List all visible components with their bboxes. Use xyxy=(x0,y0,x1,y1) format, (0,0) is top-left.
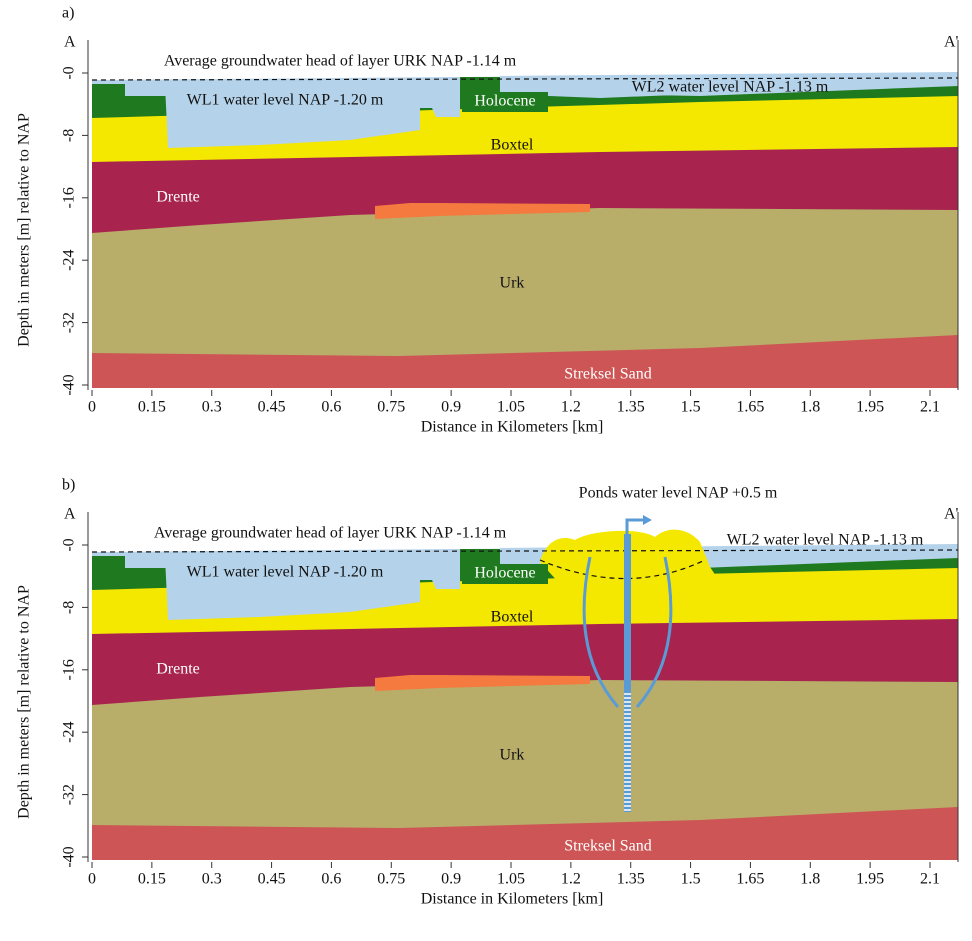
x-tick-label: 1.95 xyxy=(856,871,884,888)
y-tick-label: -8 xyxy=(61,129,78,142)
section-end: A' xyxy=(944,506,959,523)
head-label: Average groundwater head of layer URK NA… xyxy=(154,525,507,542)
layer-label: Holocene xyxy=(474,565,535,582)
y-tick-label: -24 xyxy=(61,250,78,271)
x-tick-label: 1.5 xyxy=(681,871,701,888)
y-tick-label: -16 xyxy=(61,187,78,208)
outflow-arrowhead xyxy=(643,515,652,525)
x-tick-label: 1.05 xyxy=(497,399,525,416)
section-end: A xyxy=(64,506,76,523)
x-tick-label: 1.2 xyxy=(561,399,581,416)
x-tick-label: 2.1 xyxy=(920,871,940,888)
urk-layer xyxy=(92,208,958,388)
x-tick-label: 0.3 xyxy=(202,871,222,888)
urk-layer xyxy=(92,680,958,860)
holocene-box xyxy=(462,564,548,584)
x-tick-label: 0.15 xyxy=(138,399,166,416)
x-tick-label: 2.1 xyxy=(920,399,940,416)
x-tick-label: 1.65 xyxy=(736,399,764,416)
flow-arrow xyxy=(582,556,620,708)
y-tick-label: -32 xyxy=(61,312,78,333)
layer-label: Urk xyxy=(500,747,525,764)
layer-label: Urk xyxy=(500,275,525,292)
drawdown-curve xyxy=(539,559,706,580)
x-tick-label: 1.2 xyxy=(561,871,581,888)
layer-label: Drente xyxy=(156,661,200,678)
x-tick-label: 1.65 xyxy=(736,871,764,888)
wl1-pond xyxy=(165,85,460,148)
holocene-box xyxy=(462,92,548,112)
layer-label: Drente xyxy=(156,189,200,206)
x-tick-label: 0.6 xyxy=(321,871,341,888)
layer-label: Holocene xyxy=(474,93,535,110)
x-tick-label: 0.3 xyxy=(202,399,222,416)
streksel-layer xyxy=(92,335,958,388)
y-axis-title: Depth in meters [m] relative to NAP xyxy=(16,585,33,819)
flow-arrow xyxy=(635,556,673,708)
well-pipe xyxy=(624,534,631,692)
x-tick-label: 0.45 xyxy=(258,399,286,416)
y-tick-label: -32 xyxy=(61,784,78,805)
y-tick-label: -8 xyxy=(61,601,78,614)
x-tick-label: 0.9 xyxy=(441,399,461,416)
layer-label: Streksel Sand xyxy=(564,366,652,383)
x-tick-label: 1.35 xyxy=(617,399,645,416)
panel: Ponds water level NAP +0.5 m b) A A' Average… xyxy=(16,477,959,908)
layer-label: Boxtel xyxy=(491,137,534,154)
y-tick-label: -40 xyxy=(61,846,78,867)
x-tick-label: 0.75 xyxy=(377,871,405,888)
ponds-label: Ponds water level NAP +0.5 m xyxy=(579,485,778,502)
streksel-layer xyxy=(92,807,958,860)
x-tick-label: 1.95 xyxy=(856,399,884,416)
panel: a) A A' Average groundwater head of layer U… xyxy=(16,5,959,436)
groundwater-head-line xyxy=(91,77,959,81)
x-tick-label: 0.45 xyxy=(258,871,286,888)
wl1-label: WL1 water level NAP -1.20 m xyxy=(187,564,384,581)
well-screen xyxy=(624,692,631,812)
x-tick-label: 1.05 xyxy=(497,871,525,888)
x-tick-label: 0 xyxy=(88,399,96,416)
wl1-label: WL1 water level NAP -1.20 m xyxy=(187,92,384,109)
x-tick-label: 1.8 xyxy=(800,871,820,888)
x-tick-label: 0.6 xyxy=(321,399,341,416)
y-axis-title: Depth in meters [m] relative to NAP xyxy=(16,113,33,347)
panel-label: b) xyxy=(62,477,75,494)
y-tick-label: -0 xyxy=(61,66,78,79)
y-tick-label: -16 xyxy=(61,659,78,680)
x-tick-label: 0.9 xyxy=(441,871,461,888)
x-tick-label: 1.35 xyxy=(617,871,645,888)
x-tick-label: 0.15 xyxy=(138,871,166,888)
x-axis-title: Distance in Kilometers [km] xyxy=(421,419,604,436)
layer-label: Streksel Sand xyxy=(564,838,652,855)
panel-label: a) xyxy=(62,5,74,22)
wl2-label: WL2 water level NAP -1.13 m xyxy=(727,532,924,549)
wl1-pond xyxy=(165,557,460,620)
layer-label: Boxtel xyxy=(491,609,534,626)
x-axis-title: Distance in Kilometers [km] xyxy=(421,891,604,908)
y-tick-label: -40 xyxy=(61,374,78,395)
x-tick-label: 0.75 xyxy=(377,399,405,416)
sand-lens xyxy=(375,675,590,691)
sand-lens xyxy=(375,203,590,219)
section-end: A' xyxy=(944,34,959,51)
y-tick-label: -0 xyxy=(61,538,78,551)
y-tick-label: -24 xyxy=(61,722,78,743)
x-tick-label: 1.8 xyxy=(800,399,820,416)
x-tick-label: 1.5 xyxy=(681,399,701,416)
wl2-label: WL2 water level NAP -1.13 m xyxy=(632,79,829,96)
x-tick-label: 0 xyxy=(88,871,96,888)
head-label: Average groundwater head of layer URK NA… xyxy=(164,53,517,70)
outflow-arrow xyxy=(625,518,645,534)
groundwater-head-line xyxy=(91,549,959,553)
section-end: A xyxy=(64,34,76,51)
